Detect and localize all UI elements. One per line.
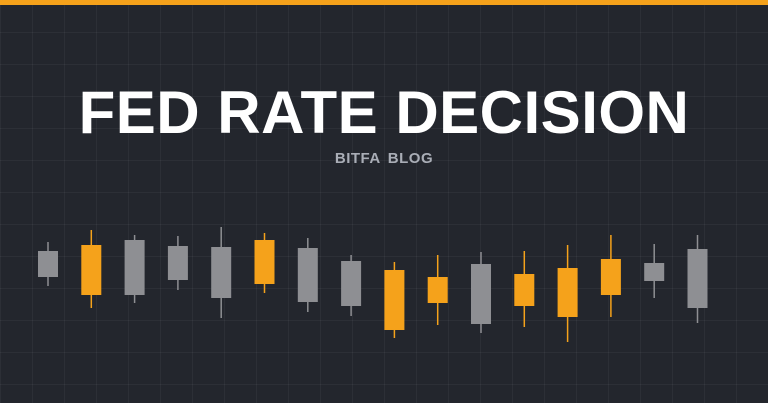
candle-body [341, 261, 362, 306]
gray-candle [471, 252, 491, 333]
orange-candle [600, 235, 621, 317]
orange-candle [81, 230, 102, 308]
gray-candle [167, 236, 188, 290]
gray-candle [38, 242, 58, 286]
orange-candle [557, 245, 578, 342]
accent-top-bar [0, 0, 768, 5]
gray-candle [297, 238, 318, 312]
orange-candle [384, 262, 405, 338]
headline-title: FED RATE DECISION [78, 79, 690, 146]
candle-body [600, 259, 621, 295]
gray-candle [644, 244, 665, 298]
candle-body [687, 249, 708, 308]
candle-body [124, 240, 145, 295]
candle-body [254, 240, 275, 284]
orange-candle [254, 233, 275, 293]
gray-candle [687, 235, 708, 323]
orange-candle [427, 255, 448, 325]
candle-body [557, 268, 578, 317]
candle-body [427, 277, 448, 303]
candle-body [211, 247, 232, 298]
candle-body [167, 246, 188, 280]
gray-candle [211, 227, 232, 318]
candle-body [514, 274, 535, 306]
candle-body [644, 263, 665, 281]
gray-candle [341, 255, 362, 316]
gray-candle [124, 235, 145, 303]
orange-candle [514, 251, 535, 327]
blog-name-subtitle: BITFA BLOG [334, 150, 434, 167]
candle-body [297, 248, 318, 302]
candle-body [38, 251, 58, 277]
candle-body [81, 245, 102, 295]
candle-body [384, 270, 405, 330]
candle-body [471, 264, 491, 324]
